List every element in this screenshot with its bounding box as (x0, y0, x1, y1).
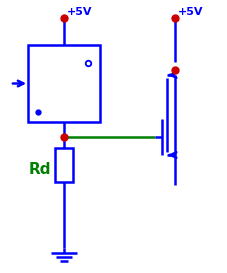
Bar (28, 45, 100, 122)
Text: Rd: Rd (29, 162, 51, 177)
Text: +5V: +5V (67, 7, 92, 17)
Text: +5V: +5V (178, 7, 203, 17)
Bar (55, 148, 73, 182)
